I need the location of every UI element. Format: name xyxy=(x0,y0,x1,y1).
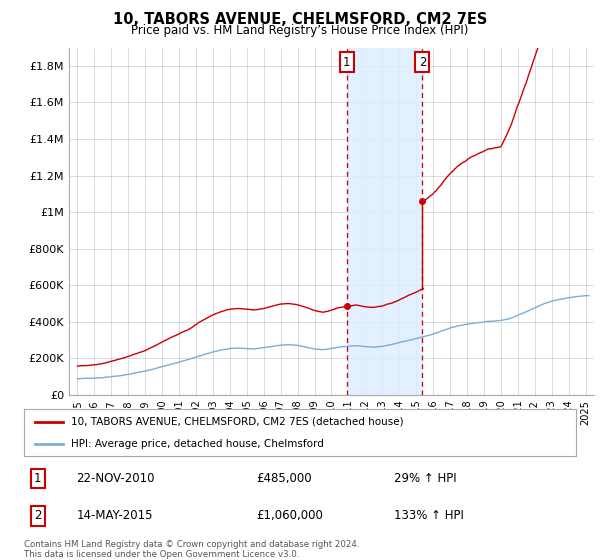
Text: 133% ↑ HPI: 133% ↑ HPI xyxy=(394,510,464,522)
Text: £485,000: £485,000 xyxy=(256,472,311,485)
Bar xyxy=(347,48,422,395)
Text: 22-NOV-2010: 22-NOV-2010 xyxy=(76,472,155,485)
Text: 1: 1 xyxy=(343,55,350,69)
Text: Contains HM Land Registry data © Crown copyright and database right 2024.
This d: Contains HM Land Registry data © Crown c… xyxy=(24,540,359,559)
Text: 2: 2 xyxy=(419,55,426,69)
Text: HPI: Average price, detached house, Chelmsford: HPI: Average price, detached house, Chel… xyxy=(71,438,324,449)
Text: 10, TABORS AVENUE, CHELMSFORD, CM2 7ES: 10, TABORS AVENUE, CHELMSFORD, CM2 7ES xyxy=(113,12,487,27)
Text: 14-MAY-2015: 14-MAY-2015 xyxy=(76,510,153,522)
Text: 29% ↑ HPI: 29% ↑ HPI xyxy=(394,472,457,485)
Text: 2: 2 xyxy=(34,510,41,522)
Text: 10, TABORS AVENUE, CHELMSFORD, CM2 7ES (detached house): 10, TABORS AVENUE, CHELMSFORD, CM2 7ES (… xyxy=(71,417,404,427)
Text: Price paid vs. HM Land Registry’s House Price Index (HPI): Price paid vs. HM Land Registry’s House … xyxy=(131,24,469,36)
Text: 1: 1 xyxy=(34,472,41,485)
Text: £1,060,000: £1,060,000 xyxy=(256,510,323,522)
